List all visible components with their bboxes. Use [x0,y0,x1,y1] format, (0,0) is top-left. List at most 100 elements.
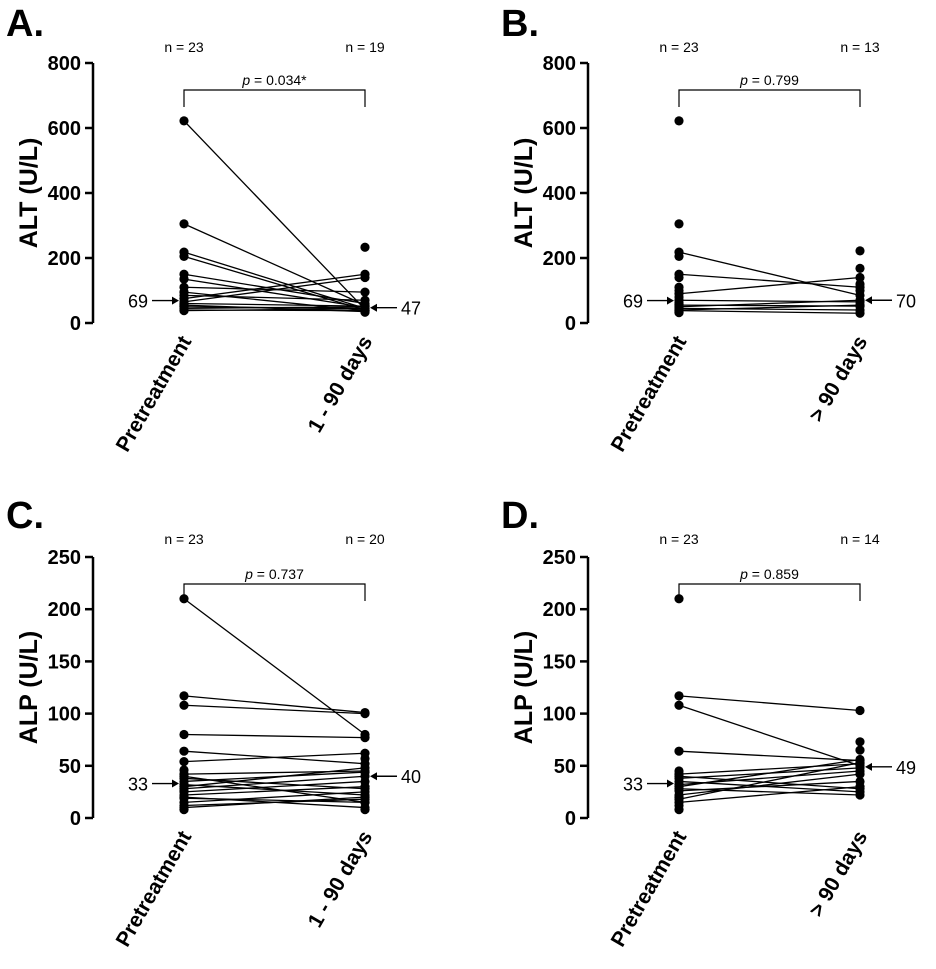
paired-line [678,695,861,712]
data-point-right [360,733,370,743]
data-point-right [855,705,865,716]
paired-line [183,775,366,790]
median-arrowhead-right [370,303,377,312]
paired-line [678,750,861,762]
median-label-left: 69 [623,292,643,312]
median-arrowhead-right [370,772,377,781]
paired-line [183,306,366,310]
n-count-left: n = 23 [659,39,699,55]
paired-line [183,273,366,300]
n-count-right: n = 19 [345,39,385,55]
panel-2: C. ALP (U/L) 0 50 100 150 200 250 n = 23 n = 20 p … [6,495,421,951]
data-point-left [674,782,684,792]
data-point-left [674,746,684,756]
panel-letter: A. [6,3,44,45]
data-point-right [855,737,865,747]
panel-3: D. ALP (U/L) 0 50 100 150 200 250 n = 23 n = 14 p … [501,495,916,951]
data-point-left [179,757,189,767]
y-tick-label: 600 [543,118,576,140]
y-tick-label: 400 [48,183,81,205]
y-axis-label: ALP (U/L) [15,631,43,744]
paired-line [678,251,861,297]
data-point-right [855,285,865,296]
x-category-label: > 90 days [805,332,872,426]
y-tick-label: 800 [48,53,81,75]
data-point-left [179,251,189,261]
y-tick-label: 150 [48,651,81,673]
data-point-left [674,219,684,229]
data-point-right [855,279,865,289]
data-point-right [360,307,370,317]
data-point-right [360,763,370,773]
p-value-label: p = 0.034* [241,72,307,88]
data-point-right [855,754,865,765]
x-category-label: 1 - 90 days [304,332,378,437]
y-tick-label: 600 [48,118,81,140]
data-point-left [179,729,189,740]
data-point-right [855,308,865,318]
p-symbol: p [241,72,250,88]
data-point-left [179,274,189,284]
paired-line [678,704,861,767]
data-point-right [855,246,865,256]
paired-line [183,796,366,809]
paired-line [183,294,366,301]
panel-letter: D. [501,495,539,537]
data-point-right [360,287,370,297]
data-point-right [855,263,865,273]
data-point-left [179,219,189,229]
paired-line [678,273,861,288]
y-axis-label: ALT (U/L) [510,138,538,249]
p-symbol: p [244,566,253,582]
y-axis-label: ALT (U/L) [15,138,43,249]
median-arrowhead-left [172,296,179,305]
median-arrowhead-left [667,779,674,788]
data-point-right [855,776,865,787]
data-point-left [674,700,684,710]
paired-line [678,758,861,788]
paired-line [678,773,861,796]
paired-line [183,255,366,311]
y-tick-label: 200 [48,599,81,621]
y-tick-label: 200 [543,248,576,270]
data-point-right [360,272,370,283]
paired-line [183,273,366,305]
y-tick-label: 150 [543,651,576,673]
data-point-right [360,242,370,252]
y-tick-label: 100 [48,704,81,726]
paired-line [183,767,366,788]
p-value-text: = 0.859 [748,566,799,582]
n-count-left: n = 23 [659,531,699,547]
data-point-left [674,594,684,604]
data-point-left [179,594,189,604]
data-point-left [674,285,684,296]
paired-line [183,704,366,715]
p-value-label: p = 0.737 [244,566,304,582]
significance-bracket [183,89,366,107]
data-point-left [674,308,684,318]
x-category-label: 1 - 90 days [304,827,378,932]
y-axis-label: ALP (U/L) [510,631,538,744]
paired-line [183,733,366,739]
paired-line [678,762,861,800]
median-label-right: 49 [896,758,916,778]
p-value-text: = 0.799 [748,72,799,88]
y-tick-label: 250 [543,547,576,569]
panel-1: B. ALT (U/L) 0 200 400 600 800 n = 23 n = 13 p = … [501,3,916,456]
p-value-text: = 0.034* [250,72,307,88]
data-point-left [179,691,189,701]
data-point-right [855,784,865,794]
y-tick-label: 100 [543,704,576,726]
x-category-label: Pretreatment [112,827,197,951]
paired-line [183,695,366,714]
p-value-label: p = 0.859 [739,566,799,582]
significance-bracket [678,583,861,601]
panel-0: A. ALT (U/L) 0 200 400 600 800 n = 23 n = 19 p = … [6,3,421,456]
data-point-left [674,800,684,811]
data-point-left [674,766,684,776]
data-point-left [674,116,684,126]
p-value-label: p = 0.799 [739,72,799,88]
n-count-left: n = 23 [164,531,204,547]
n-count-right: n = 13 [840,39,880,55]
